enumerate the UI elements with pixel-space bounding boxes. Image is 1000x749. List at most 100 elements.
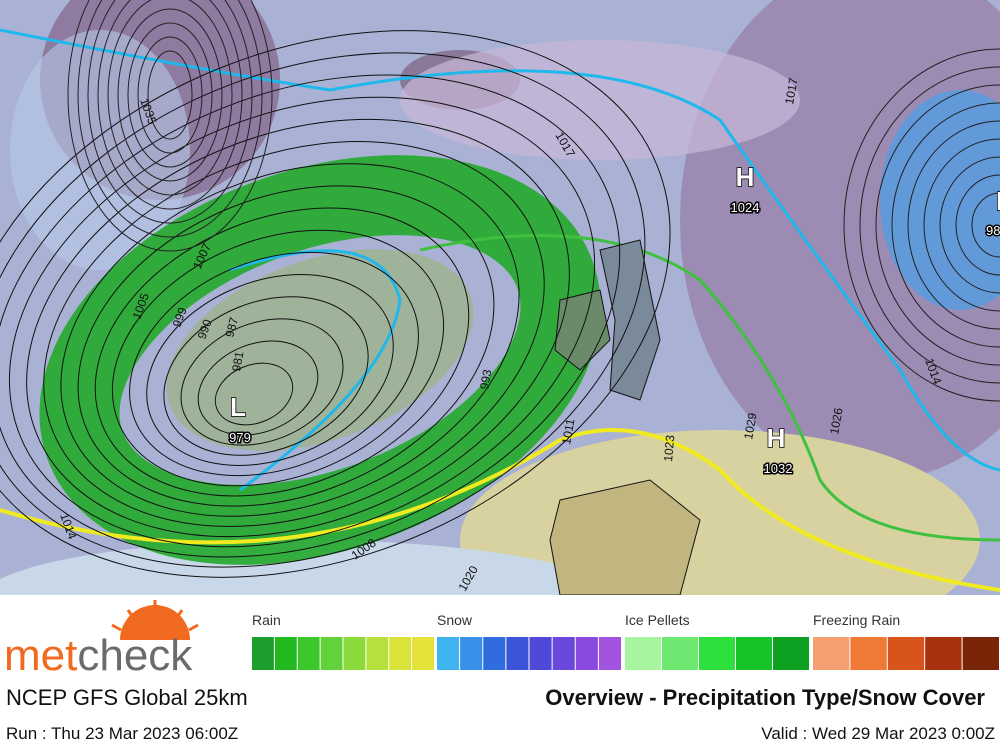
low-pressure: 98 bbox=[986, 223, 1000, 238]
legend-swatch bbox=[662, 637, 698, 670]
legend-swatch bbox=[699, 637, 735, 670]
isobar bbox=[955, 174, 1000, 276]
logo-rays bbox=[111, 600, 199, 632]
legend-swatch bbox=[252, 637, 274, 670]
legend: Rain Snow Ice Pellets Freezing Rain bbox=[252, 612, 999, 670]
isobar bbox=[127, 22, 213, 168]
legend-swatch bbox=[736, 637, 772, 670]
brand-met: met bbox=[4, 631, 77, 680]
isobar-label: 990 bbox=[195, 317, 215, 341]
snow-cover bbox=[10, 30, 190, 270]
legend-swatch bbox=[850, 637, 887, 670]
isobar bbox=[971, 192, 1000, 258]
isobar bbox=[87, 0, 253, 224]
isobars bbox=[0, 0, 1000, 578]
legend-label: Snow bbox=[437, 612, 473, 628]
isobar bbox=[146, 274, 394, 466]
isobar bbox=[77, 0, 263, 238]
isobar bbox=[137, 36, 203, 154]
isobar bbox=[94, 207, 470, 497]
logo-sun bbox=[120, 605, 190, 640]
green-line bbox=[419, 234, 1000, 542]
low-pressure: 979 bbox=[229, 430, 251, 445]
high-label: H bbox=[767, 423, 786, 453]
isobar bbox=[859, 66, 1000, 384]
isobar bbox=[0, 52, 646, 568]
isobar bbox=[107, 0, 233, 196]
isobar bbox=[147, 50, 193, 140]
legend-label: Freezing Rain bbox=[813, 612, 900, 628]
freezing-line bbox=[0, 28, 1000, 472]
isobar-label: 1026 bbox=[827, 406, 845, 435]
legend-swatch bbox=[460, 637, 483, 670]
isobar-label: 981 bbox=[229, 350, 246, 372]
legend-swatch bbox=[506, 637, 529, 670]
legend-swatch bbox=[274, 637, 297, 670]
low-label: L bbox=[996, 186, 1000, 216]
isobar bbox=[163, 296, 369, 456]
low-label: L bbox=[230, 392, 246, 422]
isobar bbox=[77, 185, 495, 507]
isobar bbox=[0, 30, 671, 578]
legend-swatch bbox=[320, 637, 343, 670]
isobar bbox=[67, 0, 273, 252]
isobar bbox=[843, 48, 1000, 402]
legend-swatch bbox=[598, 637, 621, 670]
legend-label: Rain bbox=[252, 612, 281, 628]
warm-line bbox=[0, 428, 1000, 592]
isobar bbox=[26, 118, 570, 538]
freezing-line bbox=[229, 249, 402, 492]
isobar bbox=[8, 96, 596, 548]
legend-label: Ice Pellets bbox=[625, 612, 690, 628]
isobar bbox=[197, 340, 319, 436]
isobar bbox=[214, 362, 294, 426]
isobar bbox=[923, 138, 1000, 312]
iberia bbox=[549, 479, 701, 595]
isobar bbox=[891, 102, 1000, 348]
isobar bbox=[0, 74, 621, 558]
legend-swatch bbox=[389, 637, 412, 670]
legend-swatch bbox=[813, 637, 850, 670]
legend-swatch bbox=[625, 637, 661, 670]
isobar-label: 1029 bbox=[741, 411, 759, 440]
isobar bbox=[43, 141, 545, 527]
legend-swatch bbox=[297, 637, 320, 670]
isobar-label: 987 bbox=[222, 315, 241, 338]
isobar bbox=[129, 251, 419, 477]
rain-core bbox=[166, 249, 474, 451]
rain-band bbox=[39, 155, 601, 565]
brand: metcheck bbox=[4, 631, 193, 680]
legend-swatch bbox=[343, 637, 366, 670]
isobar-label: 1023 bbox=[661, 434, 677, 462]
legend-swatch bbox=[575, 637, 598, 670]
high-pressure: 1032 bbox=[764, 461, 793, 476]
snow-area bbox=[880, 90, 1000, 310]
legend-swatch bbox=[483, 637, 506, 670]
isobar bbox=[117, 8, 223, 182]
isobar bbox=[907, 120, 1000, 330]
valid: Valid : Wed 29 Mar 2023 0:00Z bbox=[761, 724, 995, 743]
high-pressure: 1024 bbox=[731, 200, 760, 215]
legend-swatch bbox=[962, 637, 999, 670]
map: L 979 H 1024 H 1032 L 98 1035 1017 1007 … bbox=[0, 0, 1000, 595]
legend-swatch bbox=[529, 637, 552, 670]
run: Run : Thu 23 Mar 2023 06:00Z bbox=[6, 724, 238, 743]
legend-swatch bbox=[925, 637, 962, 670]
isobar-label: 993 bbox=[477, 368, 494, 390]
isobar bbox=[875, 84, 1000, 366]
isobar-label: 1017 bbox=[782, 76, 800, 105]
legend-swatch bbox=[412, 637, 434, 670]
isobar bbox=[60, 163, 520, 517]
isobar-label: 1011 bbox=[559, 417, 577, 445]
ireland bbox=[554, 289, 611, 371]
legend-swatch bbox=[437, 637, 460, 670]
isobar bbox=[111, 229, 445, 487]
brand-check: check bbox=[77, 631, 193, 680]
legend-swatch bbox=[366, 637, 389, 670]
legend-swatch bbox=[773, 637, 809, 670]
legend-swatch bbox=[887, 637, 925, 670]
title: Overview - Precipitation Type/Snow Cover bbox=[545, 685, 985, 710]
isobar-label: 999 bbox=[170, 305, 190, 329]
isobar bbox=[180, 318, 344, 446]
